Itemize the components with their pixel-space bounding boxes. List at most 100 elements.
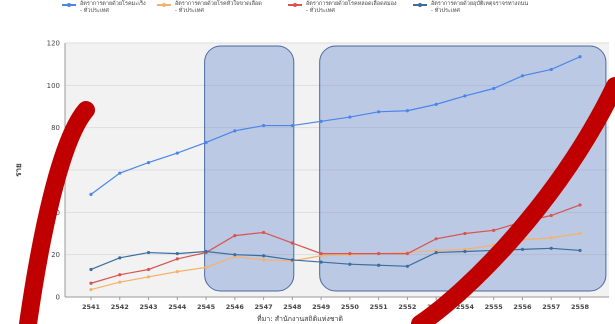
y-axis-label: ราย	[14, 163, 23, 177]
y-tick-label: 120	[47, 40, 60, 48]
legend-label: อัตราการตายด้วยโรคหลอดเลือดสมอง	[306, 1, 397, 7]
data-point[interactable]	[118, 280, 122, 284]
series-line	[90, 56, 581, 195]
data-point[interactable]	[175, 257, 179, 261]
data-point[interactable]	[434, 102, 438, 106]
data-point[interactable]	[578, 203, 582, 207]
data-point[interactable]	[146, 275, 151, 279]
data-point[interactable]	[549, 213, 553, 218]
data-point[interactable]	[578, 55, 582, 59]
data-point[interactable]	[377, 252, 381, 256]
x-tick-label: 2545	[197, 303, 216, 311]
data-point[interactable]	[434, 250, 438, 255]
data-point[interactable]	[233, 253, 237, 257]
data-point[interactable]	[578, 248, 582, 253]
y-tick-label: 80	[51, 124, 60, 132]
data-point[interactable]	[405, 109, 410, 113]
data-point[interactable]	[261, 123, 266, 128]
x-tick-label: 2556	[513, 303, 532, 311]
data-point[interactable]	[233, 129, 237, 133]
data-point[interactable]	[463, 249, 467, 254]
data-point[interactable]	[348, 252, 352, 256]
data-point[interactable]	[348, 262, 352, 266]
x-tick-label: 2549	[312, 303, 331, 311]
data-point[interactable]	[290, 258, 294, 262]
series-line	[90, 204, 581, 284]
data-point[interactable]	[319, 260, 323, 264]
highlight-region	[204, 45, 295, 292]
data-point[interactable]	[348, 115, 352, 119]
x-tick-label: 2546	[226, 303, 245, 311]
data-point[interactable]	[89, 192, 93, 196]
x-tick-label: 2548	[283, 303, 302, 311]
legend-line-icon	[157, 2, 171, 7]
data-point[interactable]	[463, 94, 467, 98]
legend-label: อัตราการตายด้วยโรคหัวใจขาดเลือด	[175, 1, 262, 7]
x-tick-label: 2551	[370, 303, 389, 311]
data-point[interactable]	[146, 267, 151, 272]
legend-sublabel: - ทั่วประเทศ	[431, 8, 460, 14]
data-point[interactable]	[89, 287, 93, 292]
data-point[interactable]	[290, 241, 294, 245]
x-tick-label: 2547	[255, 303, 273, 311]
data-point[interactable]	[319, 119, 323, 123]
data-point[interactable]	[118, 273, 122, 277]
data-point[interactable]	[118, 171, 122, 175]
legend-line-icon	[288, 2, 302, 7]
data-point[interactable]	[233, 234, 237, 238]
data-point[interactable]	[89, 281, 93, 285]
strike-mark	[19, 77, 615, 324]
x-tick-label: 2544	[168, 303, 187, 311]
data-point[interactable]	[290, 123, 294, 128]
data-point[interactable]	[434, 237, 438, 241]
x-tick-label: 2550	[341, 303, 360, 311]
data-point[interactable]	[319, 252, 323, 256]
x-tick-label: 2541	[82, 303, 101, 311]
legend-label: อัตราการตายด้วยโรคมะเร็ง	[80, 1, 146, 7]
data-point[interactable]	[405, 252, 410, 256]
data-point[interactable]	[549, 236, 553, 240]
data-point[interactable]	[204, 265, 208, 269]
data-point[interactable]	[146, 160, 151, 165]
x-tick-label: 2543	[139, 303, 157, 311]
data-point[interactable]	[520, 247, 525, 251]
data-point[interactable]	[520, 74, 525, 78]
legend-line-icon	[413, 2, 427, 7]
data-point[interactable]	[204, 140, 208, 145]
legend-sublabel: - ทั่วประเทศ	[306, 8, 335, 14]
data-point[interactable]	[405, 264, 410, 268]
data-point[interactable]	[118, 256, 122, 260]
data-point[interactable]	[377, 263, 381, 267]
data-point[interactable]	[463, 231, 467, 236]
data-point[interactable]	[175, 270, 179, 274]
data-point[interactable]	[175, 252, 179, 256]
x-tick-label: 2552	[398, 303, 416, 311]
data-point[interactable]	[377, 110, 381, 114]
x-axis-label: ที่มา: สำนักงานสถิติแห่งชาติ	[257, 314, 343, 323]
data-point[interactable]	[89, 267, 93, 272]
x-tick-label: 2554	[456, 303, 475, 311]
data-point[interactable]	[492, 86, 496, 91]
x-tick-label: 2557	[542, 303, 560, 311]
data-point[interactable]	[261, 254, 266, 258]
x-tick-label: 2555	[485, 303, 504, 311]
data-point[interactable]	[492, 228, 496, 232]
data-point[interactable]	[549, 67, 553, 72]
chart-legend: อัตราการตายด้วยโรคมะเร็ง - ทั่วประเทศ อัต…	[0, 0, 615, 30]
data-point[interactable]	[578, 231, 582, 236]
highlight-regions	[204, 45, 607, 292]
y-tick-label: 0	[56, 294, 60, 302]
data-point[interactable]	[549, 246, 553, 250]
legend-sublabel: - ทั่วประเทศ	[80, 8, 109, 14]
data-point[interactable]	[204, 249, 208, 254]
legend-line-icon	[62, 2, 76, 7]
legend-sublabel: - ทั่วประเทศ	[175, 8, 204, 14]
y-tick-label: 100	[47, 82, 60, 90]
data-point[interactable]	[261, 258, 266, 262]
data-point[interactable]	[146, 250, 151, 255]
y-tick-label: 20	[51, 251, 60, 259]
data-point[interactable]	[175, 151, 179, 155]
data-point[interactable]	[261, 230, 266, 235]
x-tick-label: 2558	[571, 303, 590, 311]
